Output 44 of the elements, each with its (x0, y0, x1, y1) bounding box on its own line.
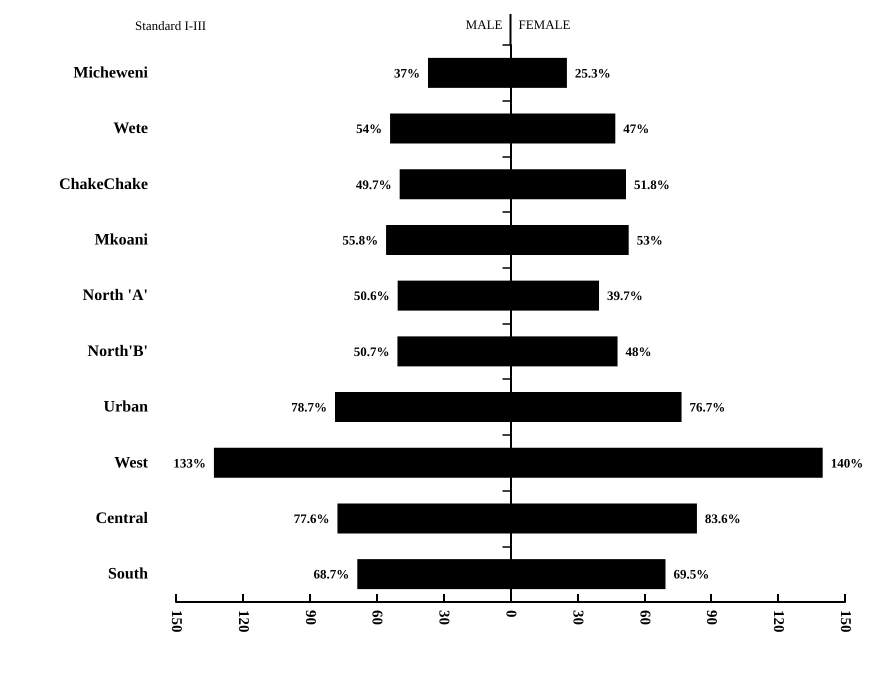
x-tick-label: 60 (368, 610, 385, 625)
data-label: 76.7% (690, 400, 726, 415)
data-label: 54% (356, 121, 382, 136)
data-label: 25.3% (574, 65, 611, 80)
x-tick-label: 0 (502, 610, 518, 618)
y-tick-label: Wete (113, 120, 148, 138)
x-tick-label: 120 (234, 610, 251, 632)
series-label: MALE (466, 17, 503, 32)
x-tick-label: 120 (770, 610, 786, 632)
x-tick-label: 90 (302, 610, 318, 625)
y-tick-label: Central (96, 510, 149, 527)
data-label: 77.6% (294, 510, 330, 526)
y-tick-label: North 'A' (82, 287, 148, 304)
x-tick-label: 30 (436, 610, 452, 625)
data-label: 39.7% (607, 288, 643, 304)
chart-subtitle: Standard I-III (135, 18, 206, 33)
data-label: 50.7% (354, 344, 390, 359)
data-label: 51.8% (634, 176, 670, 192)
legend-label: FEMALE (518, 17, 571, 32)
x-tick-label: 90 (703, 610, 720, 625)
y-tick-label: Micheweni (73, 64, 149, 82)
x-tick-label: 150 (837, 610, 853, 632)
data-label: 49.7% (356, 176, 392, 192)
x-tick-label: 30 (569, 610, 586, 625)
y-tick-label: North'B' (88, 342, 148, 360)
y-tick-label: ChakeChake (59, 176, 148, 193)
y-tick-label: Mkoani (94, 231, 149, 248)
y-tick-label: West (114, 454, 149, 472)
data-label: 78.7% (291, 400, 327, 415)
data-label: 48% (626, 344, 652, 359)
x-tick-label: 150 (168, 610, 184, 632)
data-label: 37% (394, 65, 420, 80)
data-label: 50.6% (354, 288, 390, 304)
data-label: 69.5% (673, 566, 710, 582)
x-tick-label: 60 (636, 610, 652, 625)
y-tick-label: South (108, 566, 148, 583)
data-label: 140% (830, 455, 864, 470)
data-label: 83.6% (704, 510, 741, 526)
data-label: 47% (623, 121, 650, 136)
data-label: 133% (173, 455, 206, 470)
data-label: 53% (636, 232, 663, 248)
data-label: 55.8% (342, 232, 378, 248)
data-label: 68.7% (314, 566, 350, 582)
y-tick-label: Urban (104, 398, 148, 416)
